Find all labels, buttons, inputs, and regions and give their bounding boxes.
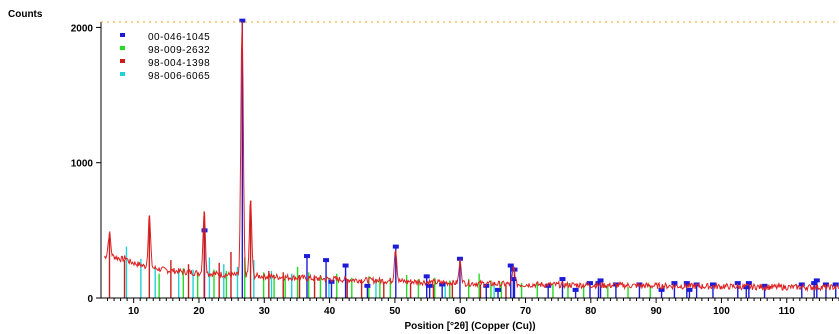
x-ticks: 10 20 30 40 50 60 70 80 90 100 110: [107, 298, 839, 317]
legend: 00-046-1045 98-009-2632 98-004-1398 98-006-…: [120, 32, 210, 82]
reference-marker-00-046-1045: [658, 287, 665, 292]
reference-lines: [108, 20, 837, 298]
reference-marker-00-046-1045: [572, 287, 579, 292]
reference-marker-00-046-1045: [686, 287, 693, 292]
legend-label: 98-004-1398: [148, 58, 210, 69]
x-tick-label: 100: [713, 306, 730, 317]
x-tick-label: 40: [324, 306, 336, 317]
y-ticks: 0 1000 2000: [71, 23, 101, 305]
legend-label: 00-046-1045: [148, 32, 210, 43]
reference-marker-00-046-1045: [201, 228, 208, 233]
reference-marker-00-046-1045: [595, 281, 602, 286]
reference-marker-00-046-1045: [734, 281, 741, 286]
reference-marker-00-046-1045: [342, 263, 349, 268]
x-tick-label: 60: [455, 306, 467, 317]
legend-label: 98-006-6065: [148, 71, 210, 82]
x-tick-label: 10: [128, 306, 140, 317]
reference-marker-00-046-1045: [798, 282, 805, 287]
legend-label: 98-009-2632: [148, 45, 210, 56]
reference-marker-00-046-1045: [495, 287, 502, 292]
reference-marker-00-046-1045: [597, 278, 604, 283]
y-tick-label: 0: [87, 294, 93, 305]
reference-marker-00-046-1045: [559, 277, 566, 282]
reference-marker-00-046-1045: [671, 281, 678, 286]
x-axis-title: Position [°2θ] (Copper (Cu)): [404, 321, 535, 332]
y-tick-label: 2000: [71, 23, 94, 34]
reference-marker-00-046-1045: [364, 283, 371, 288]
reference-marker-00-046-1045: [743, 285, 750, 290]
reference-marker-00-046-1045: [507, 263, 514, 268]
reference-marker-00-046-1045: [303, 254, 310, 259]
observed-pattern-line: [103, 21, 839, 293]
reference-marker-00-046-1045: [426, 283, 433, 288]
reference-marker-00-046-1045: [323, 258, 330, 263]
reference-marker-00-046-1045: [745, 281, 752, 286]
x-tick-label: 110: [779, 306, 796, 317]
reference-marker-00-046-1045: [813, 278, 820, 283]
legend-swatch: [120, 72, 125, 76]
x-tick-label: 80: [585, 306, 597, 317]
reference-marker-00-046-1045: [822, 282, 829, 287]
reference-marker-00-046-1045: [586, 281, 593, 286]
reference-marker-00-046-1045: [239, 18, 246, 23]
reference-marker-00-046-1045: [439, 282, 446, 287]
reference-marker-00-046-1045: [456, 256, 463, 261]
y-tick-label: 1000: [71, 159, 94, 170]
reference-marker-00-046-1045: [392, 244, 399, 249]
reference-marker-00-046-1045: [832, 282, 839, 287]
x-tick-label: 50: [389, 306, 401, 317]
x-tick-label: 90: [651, 306, 663, 317]
x-tick-label: 20: [193, 306, 205, 317]
reference-marker-00-046-1045: [683, 281, 690, 286]
y-axis-title: Counts: [8, 9, 43, 20]
reference-marker-00-046-1045: [811, 281, 818, 286]
reference-marker-00-046-1045: [423, 274, 430, 279]
legend-swatch: [120, 33, 125, 37]
x-tick-label: 70: [520, 306, 532, 317]
reference-marker-00-046-1045: [761, 283, 768, 288]
observed-pattern: [103, 21, 839, 293]
x-tick-label: 30: [259, 306, 271, 317]
reference-markers: [201, 18, 839, 292]
reference-marker-00-046-1045: [709, 282, 716, 287]
axes: [100, 21, 839, 299]
reference-marker-00-046-1045: [510, 277, 517, 282]
legend-swatch: [120, 59, 125, 63]
legend-swatch: [120, 46, 125, 50]
reference-marker-00-046-1045: [483, 283, 490, 288]
